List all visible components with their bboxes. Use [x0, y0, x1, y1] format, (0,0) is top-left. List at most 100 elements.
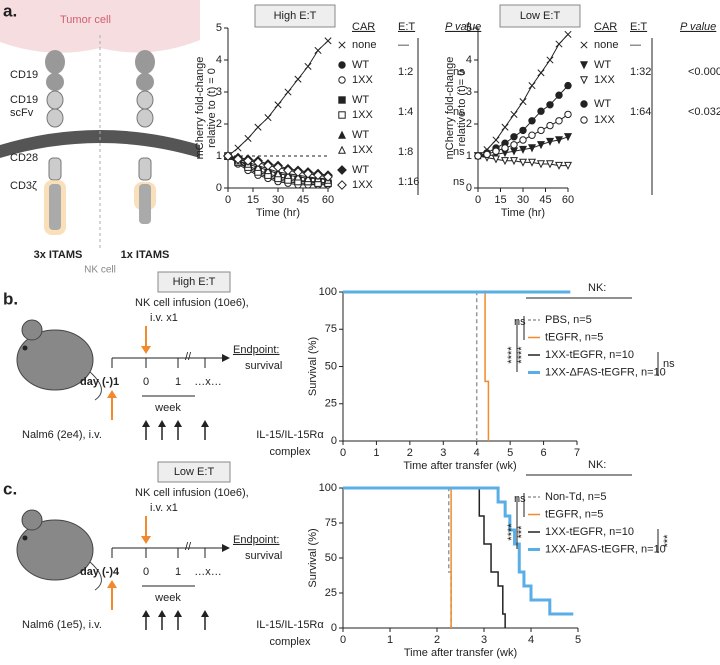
- survival-curve: [343, 291, 478, 441]
- nk-label: NK cell: [84, 265, 116, 276]
- car-1x: [134, 50, 156, 224]
- y-tick-label: 75: [325, 517, 337, 529]
- marker: [254, 123, 262, 131]
- marker: [546, 101, 554, 109]
- legend-label: 1XX: [352, 109, 373, 121]
- marker: [314, 46, 322, 54]
- survival: survival: [245, 360, 282, 372]
- survival: survival: [245, 550, 282, 562]
- y-tick-label: 3: [466, 86, 472, 98]
- marker: [563, 133, 573, 142]
- legend-marker: [337, 145, 347, 154]
- annotation: ****: [516, 346, 528, 364]
- marker: [519, 98, 527, 106]
- marker: [554, 136, 564, 145]
- itams-label: 3x ITAMS: [34, 249, 83, 261]
- arrow-head: [158, 610, 166, 617]
- y-tick-label: 50: [325, 360, 337, 372]
- marker: [537, 69, 545, 77]
- marker: [545, 160, 555, 169]
- legend-title: NK:: [588, 282, 606, 294]
- marker: [537, 126, 545, 135]
- mouse-ear: [21, 319, 43, 341]
- legend-marker: [580, 41, 588, 49]
- day: day (-)1: [80, 376, 119, 388]
- infusion: i.v. x1: [150, 312, 178, 324]
- panel-label: c.: [3, 479, 17, 498]
- marker: [518, 158, 528, 167]
- break: //: [185, 541, 192, 553]
- marker: [474, 152, 482, 160]
- x-axis-title: Time (hr): [256, 207, 300, 219]
- marker: [324, 37, 332, 45]
- legend-marker: [579, 76, 589, 85]
- ratio: —: [630, 39, 641, 51]
- axes: [342, 292, 577, 442]
- y-tick-label: 1: [466, 150, 472, 162]
- y-tick-label: 25: [325, 587, 337, 599]
- marker: [527, 144, 537, 153]
- endpoint: Endpoint:: [233, 344, 279, 356]
- p-value: ns: [453, 66, 465, 78]
- scfv-label: CD19: [10, 94, 38, 106]
- p-value: <0.032: [688, 106, 720, 118]
- y-axis-title: relative to (t)= 0: [456, 70, 468, 147]
- legend-label: WT: [594, 98, 611, 110]
- x-tick-label: 4: [528, 634, 534, 646]
- marker: [253, 157, 263, 168]
- marker: [304, 62, 312, 70]
- annotation: ****: [506, 346, 518, 364]
- marker: [233, 154, 243, 165]
- annotation: ***: [516, 525, 528, 539]
- y-tick-label: 5: [466, 22, 472, 34]
- endpoint: Endpoint:: [233, 534, 279, 546]
- x-tick-label: 1: [387, 634, 393, 646]
- marker: [303, 168, 313, 179]
- marker: [283, 165, 293, 176]
- p-value: ns: [453, 176, 465, 188]
- y-axis-title: relative to (t) = 0: [206, 68, 218, 148]
- legend-marker: [338, 61, 346, 69]
- arrow-head: [201, 610, 209, 617]
- legend-label: 1XX-ΔFAS-tEGFR, n=10: [545, 543, 666, 555]
- legend-header: CAR: [594, 21, 617, 33]
- x-tick-label: 0: [340, 634, 346, 646]
- legend-label: none: [352, 39, 376, 51]
- condition-box: [157, 271, 231, 293]
- nk-membrane: [0, 130, 200, 158]
- week: week: [154, 592, 181, 604]
- legend-label: none: [594, 39, 618, 51]
- legend-label: 1XX-tEGFR, n=10: [545, 526, 634, 538]
- marker: [510, 110, 518, 118]
- marker: [500, 157, 510, 166]
- legend-header: P value: [445, 21, 481, 33]
- x-tick-label: 15: [247, 194, 259, 206]
- cd3-label: CD3ζ: [10, 180, 37, 192]
- marker: [244, 134, 252, 142]
- protocol: c. Low E:T NK cell infusion (10e6), i.v. x1…: [3, 461, 324, 648]
- legend-title: NK:: [588, 459, 606, 471]
- marker: [546, 121, 554, 130]
- legend-label: 1XX: [594, 74, 615, 86]
- ratio: 1:8: [398, 146, 413, 158]
- marker: [519, 126, 527, 135]
- mouse-eye: [22, 345, 28, 351]
- marker: [492, 136, 500, 144]
- mouse-ear: [21, 509, 43, 531]
- marker: [223, 151, 233, 161]
- marker: [564, 81, 572, 90]
- y-tick-label: 25: [325, 398, 337, 410]
- x-tick-label: 1: [373, 447, 379, 459]
- annotation: ****: [506, 523, 518, 541]
- car-schematic: a. Tumor cell CD19 CD19 scFv CD28 CD3ζ 3…: [0, 0, 200, 276]
- marker: [563, 161, 573, 170]
- marker: [510, 133, 518, 141]
- marker: [555, 91, 563, 99]
- x-tick-label: 6: [541, 447, 547, 459]
- nalm: Nalm6 (2e4), i.v.: [22, 429, 102, 441]
- tumor-membrane: [0, 0, 200, 53]
- marker: [501, 144, 509, 152]
- cytokine: complex: [270, 636, 311, 648]
- title-box: [254, 4, 336, 28]
